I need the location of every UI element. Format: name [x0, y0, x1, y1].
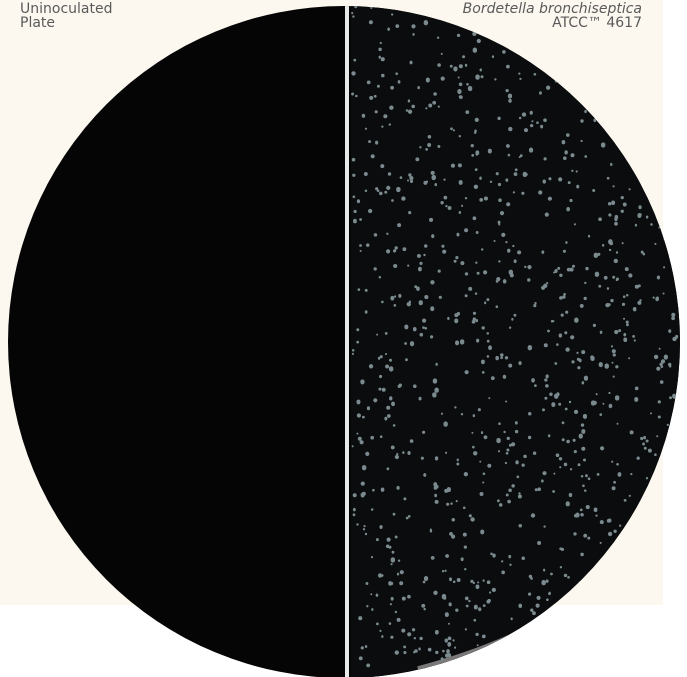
left-label-line: Uninoculated — [20, 1, 113, 17]
left-label-line: Plate — [20, 15, 56, 31]
right-label: Bordetella bronchiseptica ATCC™ 4617 — [463, 2, 642, 30]
divider — [345, 6, 349, 677]
strain-id: ATCC™ 4617 — [552, 15, 642, 31]
organism-name: Bordetella bronchiseptica — [462, 1, 642, 17]
left-label: Uninoculated Plate — [20, 2, 112, 30]
